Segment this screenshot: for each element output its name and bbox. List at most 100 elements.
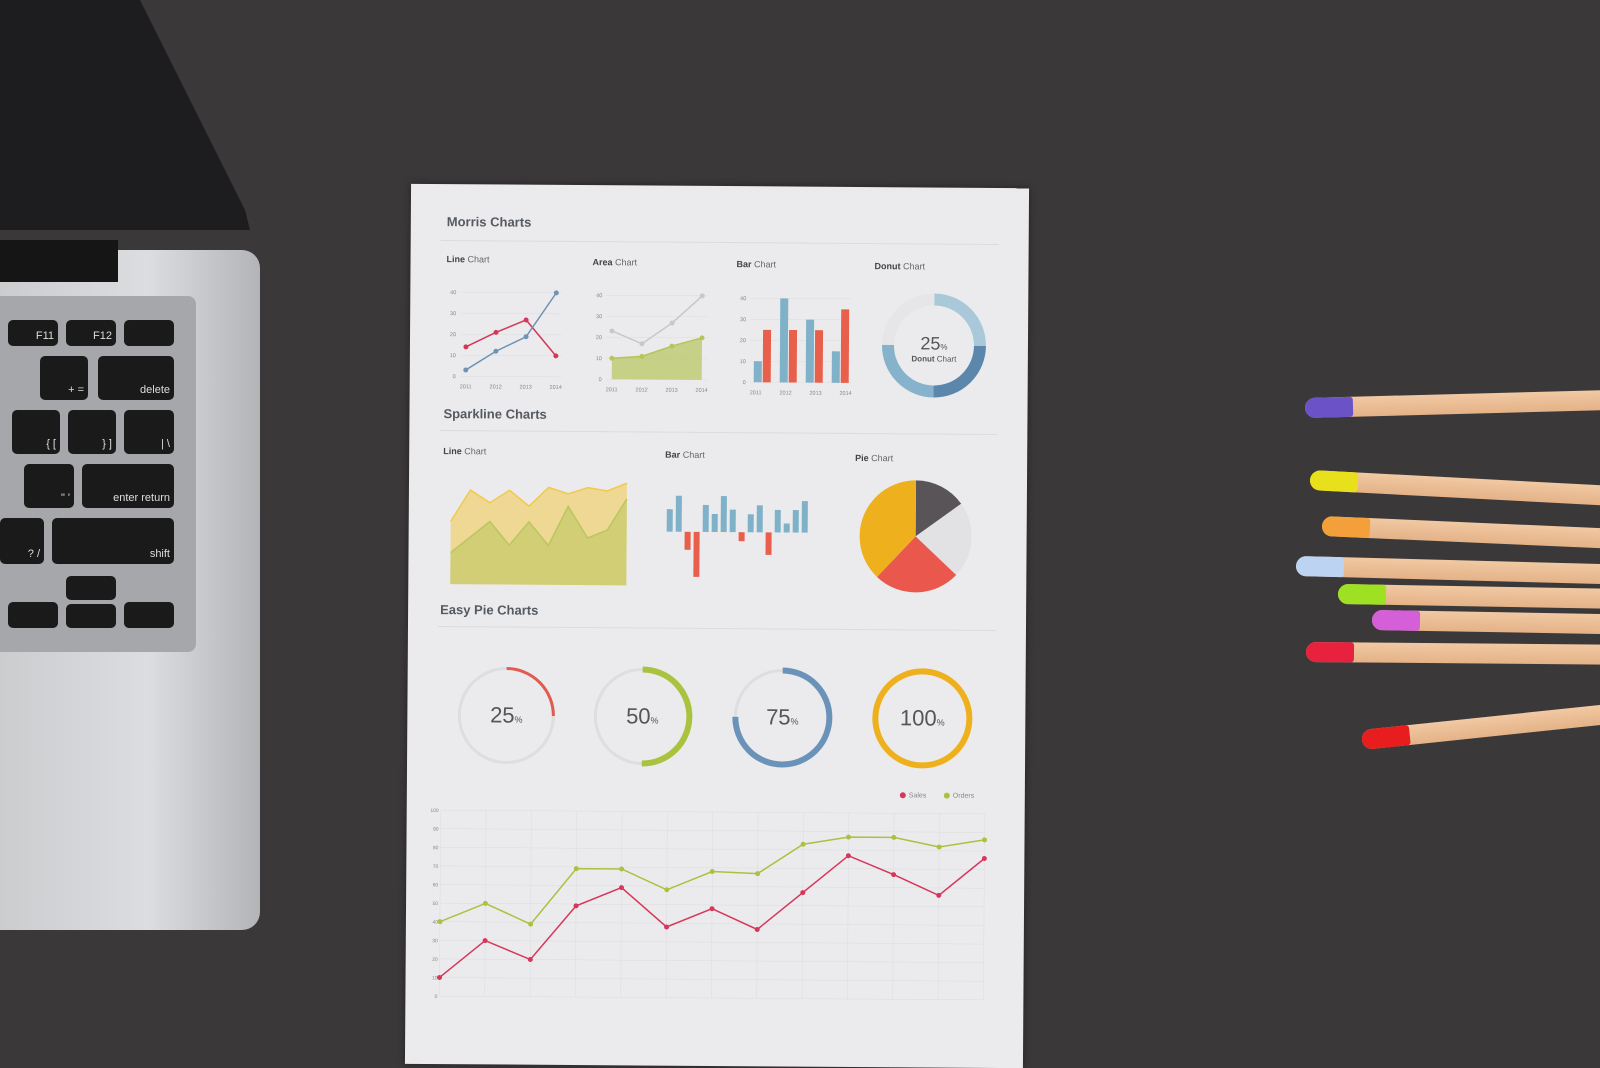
spark-bar: [675, 495, 682, 532]
key-shift[interactable]: shift: [52, 518, 174, 564]
section-title-easypie: Easy Pie Charts: [440, 602, 539, 618]
easy-pie-label: 25%: [490, 702, 523, 728]
x-tick-label: 2011: [460, 384, 472, 390]
data-point: [846, 834, 852, 840]
pencil-tip: [1305, 642, 1355, 663]
key-slash[interactable]: ? /: [0, 518, 44, 564]
divider: [440, 240, 999, 245]
data-point: [982, 837, 988, 843]
pencil: [1360, 703, 1600, 750]
gridline: [460, 312, 563, 315]
spark-bar: [666, 509, 673, 532]
morris-area-chart: 0 10 20 30 40 2011 2012 2013 2014: [596, 293, 709, 394]
data-point: [891, 834, 897, 840]
gridline: [892, 813, 895, 1000]
easy-pie-ring: [732, 667, 833, 768]
key-brace-open[interactable]: { [: [12, 410, 60, 454]
data-point: [800, 841, 806, 847]
pencil: [1309, 470, 1600, 507]
donut-segment: [881, 293, 986, 398]
y-tick-label: 10: [432, 975, 438, 981]
data-point: [523, 317, 529, 323]
key-left[interactable]: [8, 602, 58, 628]
key-delete[interactable]: delete: [98, 356, 174, 400]
y-tick-label: 30: [740, 317, 746, 323]
sales-orders-line-chart: 0 10 20 30 40 50 60 70 80 90 100 Sales Orders: [430, 792, 988, 1001]
x-tick-label: 2014: [839, 391, 851, 397]
series-line: [611, 337, 703, 360]
key-brace-close[interactable]: } ]: [68, 410, 116, 454]
pencil-tip: [1360, 725, 1411, 750]
key-plus[interactable]: + =: [40, 356, 88, 400]
key-f12[interactable]: F12: [66, 320, 116, 346]
data-point: [437, 919, 443, 925]
y-tick-label: 40: [596, 293, 602, 299]
x-tick-label: 2013: [520, 385, 532, 391]
divider: [437, 626, 996, 631]
data-point: [639, 353, 645, 359]
spark-bar: [801, 501, 808, 533]
data-point: [709, 906, 715, 912]
dashboard-printout: Morris Charts Line Chart Area Chart Bar …: [404, 183, 1030, 1068]
sparkline-line: [450, 498, 628, 554]
bar-chart-title: Bar Chart: [736, 259, 777, 270]
gridline: [983, 813, 985, 1000]
section-title-sparkline: Sparkline Charts: [443, 406, 547, 422]
key-backslash[interactable]: | \: [124, 410, 174, 454]
donut-chart-title: Donut Chart: [874, 261, 926, 272]
area-chart-title: Area Chart: [592, 257, 638, 268]
data-point: [553, 290, 559, 296]
easy-pie-ring: [592, 666, 693, 767]
pie-slice: [859, 480, 917, 577]
y-tick-label: 40: [740, 296, 746, 302]
data-point: [493, 348, 499, 354]
pencil: [1295, 556, 1600, 585]
gridline: [606, 294, 709, 297]
y-tick-label: 60: [433, 882, 439, 888]
gridline: [750, 297, 853, 300]
pencil-tip: [1337, 584, 1387, 605]
spark-bar: [720, 496, 727, 533]
x-tick-label: 2013: [809, 391, 821, 397]
divider: [439, 430, 998, 435]
key-down[interactable]: [66, 604, 116, 628]
y-tick-label: 30: [596, 314, 602, 320]
legend-marker: [899, 792, 906, 799]
ring-progress: [872, 668, 973, 769]
morris-line-chart: 0 10 20 30 40 2011 2012 2013 2014: [450, 290, 563, 391]
key-eject[interactable]: [124, 320, 174, 346]
pencil: [1337, 584, 1600, 609]
gridline: [711, 811, 713, 998]
spark-bar: [693, 531, 700, 577]
key-right[interactable]: [124, 602, 174, 628]
key-up[interactable]: [66, 576, 116, 600]
key-quote[interactable]: " ': [24, 464, 74, 508]
y-tick-label: 50: [432, 901, 438, 907]
data-point: [639, 341, 645, 347]
x-tick-label: 2013: [665, 388, 677, 394]
easy-pie-label: 100%: [899, 705, 945, 731]
pencil: [1305, 642, 1600, 665]
data-point: [845, 853, 851, 859]
series-line: [465, 292, 557, 371]
sparkline-line: [450, 482, 628, 522]
data-point: [800, 890, 806, 896]
data-point: [609, 328, 615, 334]
data-point: [669, 320, 675, 326]
key-f11[interactable]: F11: [8, 320, 58, 346]
key-return[interactable]: enter return: [82, 464, 174, 508]
data-point: [527, 957, 533, 963]
line-chart-title: Line Chart: [446, 254, 490, 265]
easy-pie-ring: [457, 667, 555, 765]
keyboard: F11 F12 + = delete { [ } ] | \ " ' enter…: [0, 296, 196, 652]
y-tick-label: 20: [432, 957, 438, 963]
morris-bar-chart: 0 10 20 30 40 2011 2012 2013 2014: [740, 296, 853, 397]
morris-donut-chart: [881, 293, 986, 398]
data-point: [664, 924, 670, 930]
donut-segment: [881, 293, 986, 398]
y-tick-label: 10: [740, 359, 746, 365]
data-point: [891, 872, 897, 878]
gridline: [529, 810, 532, 997]
pencil: [1371, 610, 1600, 635]
data-point: [553, 353, 559, 359]
